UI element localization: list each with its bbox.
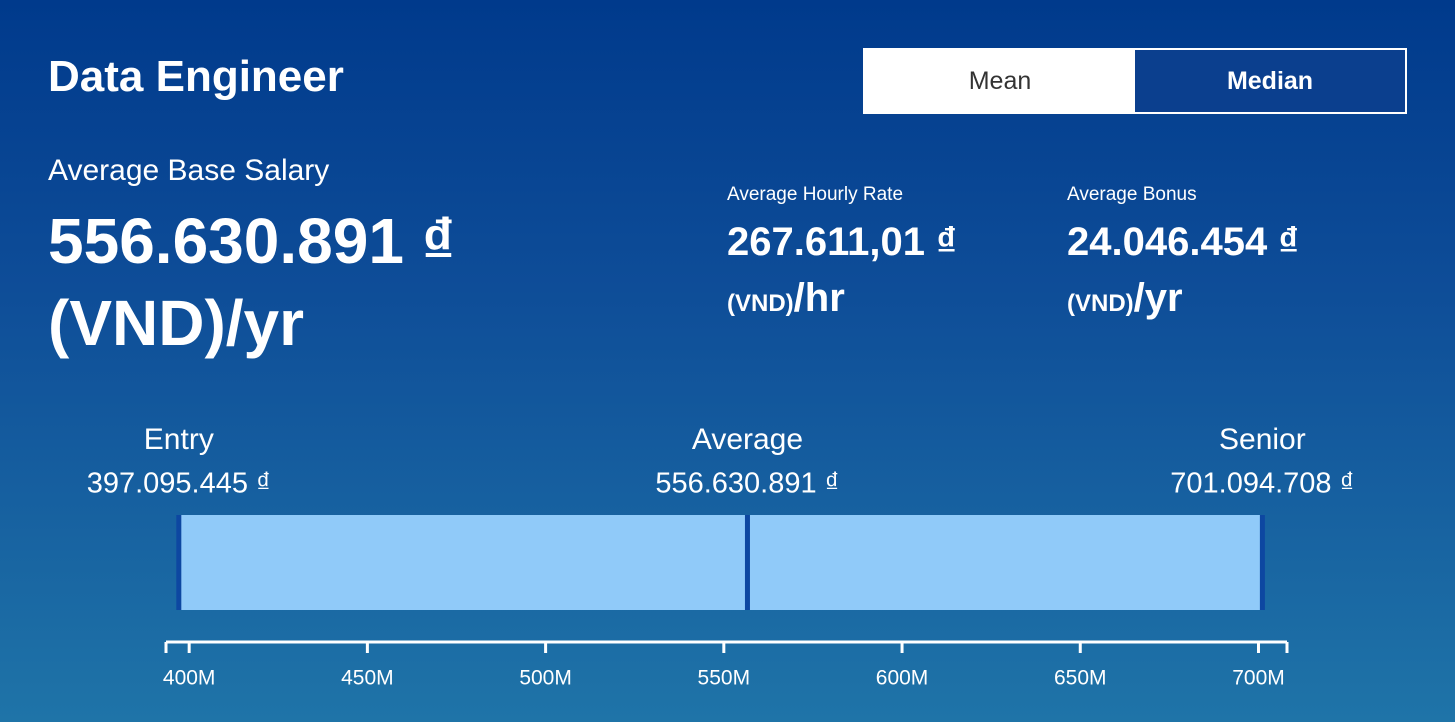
- hourly-unit-small: (VND): [727, 290, 794, 317]
- bonus-value: 24.046.454 ₫: [1067, 220, 1299, 264]
- bonus-unit: (VND)/yr: [1067, 276, 1183, 321]
- bonus-label: Average Bonus: [1067, 184, 1197, 205]
- x-tick-label: 500M: [519, 667, 572, 690]
- bonus-unit-small: (VND): [1067, 290, 1134, 317]
- toggle-mean[interactable]: Mean: [865, 50, 1135, 112]
- salary-unit: (VND)/yr: [48, 287, 305, 359]
- salary-value: 556.630.891 ₫: [48, 205, 455, 277]
- category-label: Entry: [144, 423, 214, 456]
- range-bar: [178, 515, 1263, 610]
- toggle-median[interactable]: Median: [1135, 50, 1405, 112]
- bonus-unit-main: /yr: [1133, 276, 1183, 320]
- hourly-value: 267.611,01 ₫: [727, 220, 957, 264]
- hourly-label: Average Hourly Rate: [727, 184, 904, 205]
- hourly-unit-main: /hr: [793, 276, 845, 320]
- value-label: 556.630.891 ₫: [655, 468, 839, 500]
- category-label: Senior: [1219, 423, 1306, 456]
- x-tick-label: 450M: [341, 667, 394, 690]
- x-tick-label: 650M: [1054, 667, 1107, 690]
- salary-label: Average Base Salary: [48, 154, 330, 187]
- value-label: 701.094.708 ₫: [1170, 468, 1354, 500]
- x-tick-label: 600M: [876, 667, 929, 690]
- x-tick-label: 400M: [163, 667, 216, 690]
- category-label: Average: [692, 423, 803, 456]
- job-title: Data Engineer: [48, 52, 344, 101]
- stat-toggle: Mean Median: [863, 48, 1407, 114]
- value-label: 397.095.445 ₫: [87, 468, 271, 500]
- hourly-unit: (VND)/hr: [727, 276, 845, 321]
- x-tick-label: 700M: [1232, 667, 1285, 690]
- x-tick-label: 550M: [698, 667, 751, 690]
